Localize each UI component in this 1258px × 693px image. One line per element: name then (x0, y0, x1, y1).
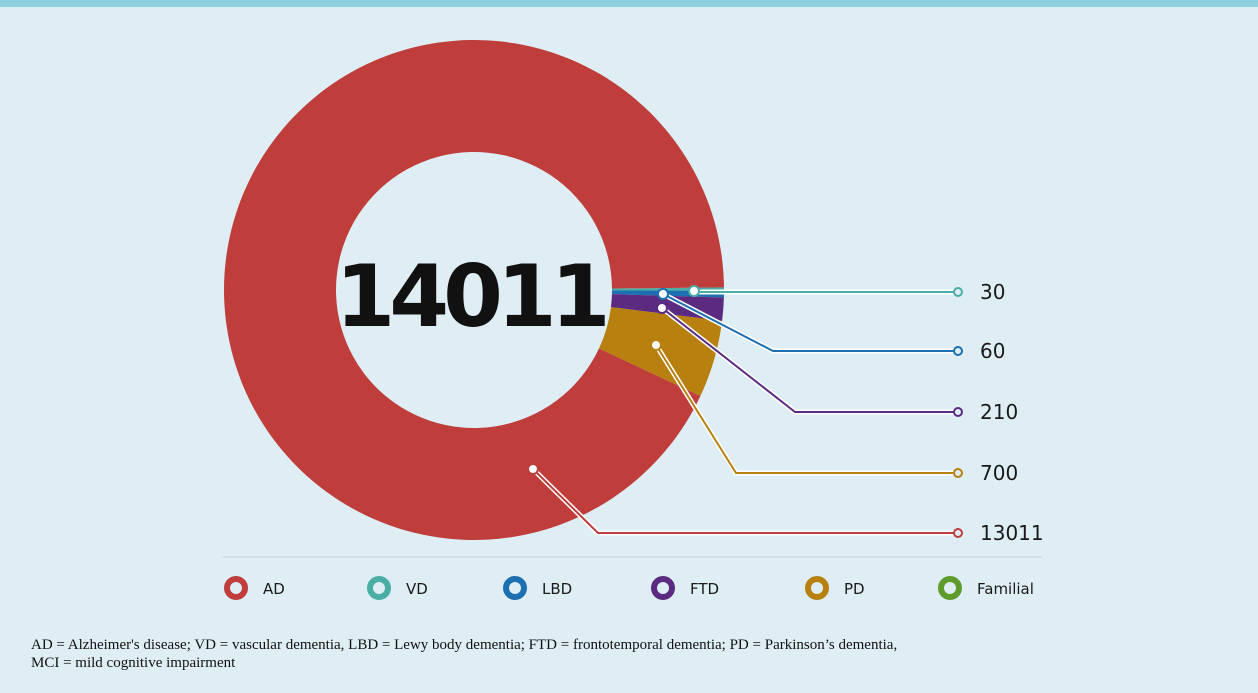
callout-ad: 13011 (527, 463, 1044, 545)
legend-label-vd: VD (406, 580, 428, 598)
callout-value-ad: 13011 (980, 521, 1044, 545)
legend-marker-vd (367, 576, 391, 600)
footnote: AD = Alzheimer's disease; VD = vascular … (31, 636, 1231, 672)
callout-ftd: 210 (656, 302, 1018, 424)
legend-label-lbd: LBD (542, 580, 572, 598)
callout-value-lbd: 60 (980, 339, 1005, 363)
legend-item-lbd: LBD (503, 576, 572, 600)
legend-label-ftd: FTD (690, 580, 719, 598)
callout-value-pd: 700 (980, 461, 1018, 485)
legend-label-pd: PD (844, 580, 865, 598)
callout-value-vd: 30 (980, 280, 1005, 304)
legend-item-familial: Familial (938, 576, 1034, 600)
legend-marker-pd (805, 576, 829, 600)
donut-chart: 14011 30 60 210 700 13011 AD VD LBD FTD PD Famili… (223, 40, 1044, 600)
callout-pd: 700 (650, 339, 1018, 485)
legend-marker-ftd (651, 576, 675, 600)
legend-marker-lbd (503, 576, 527, 600)
legend: AD VD LBD FTD PD Familial (224, 576, 1034, 600)
legend-marker-familial (938, 576, 962, 600)
legend-marker-ad (224, 576, 248, 600)
legend-item-vd: VD (367, 576, 428, 600)
legend-item-ad: AD (224, 576, 285, 600)
footnote-line-2: MCI = mild cognitive impairment (31, 655, 236, 671)
callouts: 30 60 210 700 13011 (527, 280, 1044, 545)
footnote-line-1: AD = Alzheimer's disease; VD = vascular … (31, 637, 898, 653)
callout-vd: 30 (688, 280, 1005, 304)
legend-item-pd: PD (805, 576, 865, 600)
top-accent-bar (0, 0, 1258, 7)
callout-value-ftd: 210 (980, 400, 1018, 424)
center-total-label: 14011 (335, 247, 604, 347)
legend-item-ftd: FTD (651, 576, 719, 600)
legend-label-familial: Familial (977, 580, 1034, 598)
legend-label-ad: AD (263, 580, 285, 598)
callout-lbd: 60 (657, 288, 1005, 363)
slice-ad (224, 40, 724, 541)
